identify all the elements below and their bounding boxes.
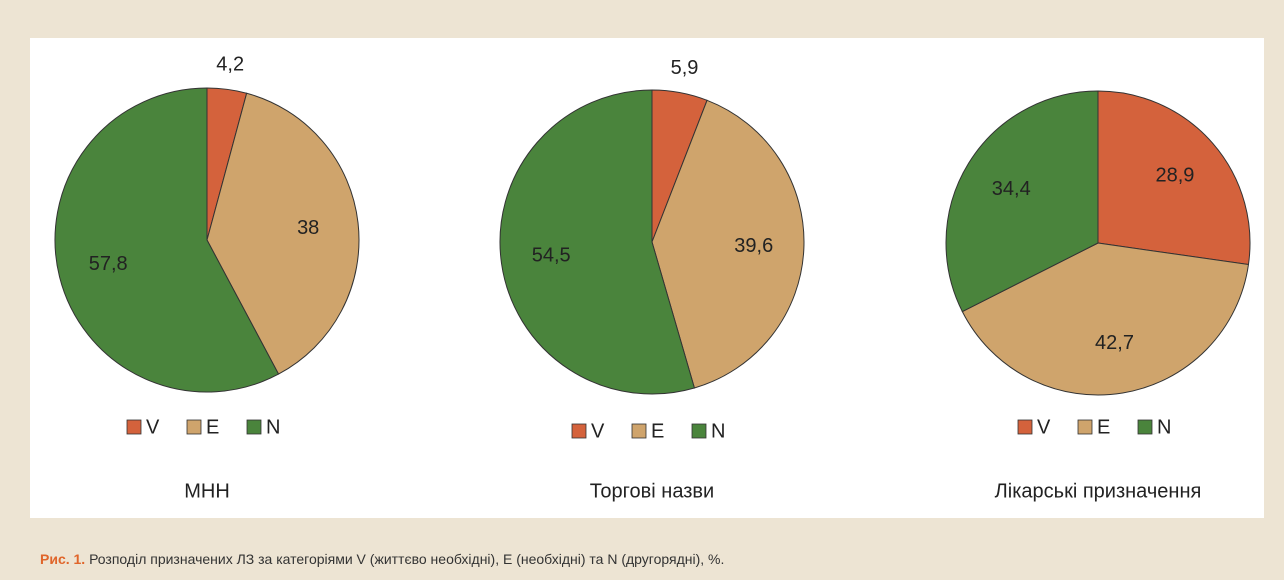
legend-label: N (711, 420, 725, 442)
legend-swatch (1077, 419, 1093, 435)
caption-label: Рис. 1. (40, 551, 86, 567)
pie-title: Торгові назви (590, 480, 714, 502)
data-label: 34,4 (992, 178, 1031, 200)
legend-label: V (146, 416, 160, 438)
pie-slice (651, 99, 805, 389)
legend-swatch (126, 419, 142, 435)
legend-label: N (1157, 416, 1171, 438)
caption: Рис. 1. Розподіл призначених ЛЗ за катег… (40, 551, 724, 567)
legend-label: V (1037, 416, 1051, 438)
pie-slice (206, 92, 360, 375)
data-label: 57,8 (89, 253, 128, 275)
pie-title: МНН (184, 480, 230, 502)
legend-label: E (651, 420, 664, 442)
legend-label: N (266, 416, 280, 438)
legend-swatch (1137, 419, 1153, 435)
legend-label: V (591, 420, 605, 442)
data-label: 39,6 (734, 235, 773, 257)
data-label: 54,5 (532, 245, 571, 267)
legend-swatch (691, 423, 707, 439)
data-label: 42,7 (1095, 332, 1134, 354)
legend-swatch (1017, 419, 1033, 435)
legend-label: E (206, 416, 219, 438)
caption-text: Розподіл призначених ЛЗ за категоріями V… (89, 551, 725, 567)
legend-swatch (246, 419, 262, 435)
data-label: 5,9 (671, 57, 699, 79)
pie-slice (54, 87, 280, 393)
pie-slice (945, 90, 1099, 313)
data-label: 4,2 (216, 53, 244, 75)
legend-swatch (571, 423, 587, 439)
pie-slice (961, 242, 1250, 396)
pie-title: Лікарські призначення (995, 480, 1202, 502)
legend-swatch (631, 423, 647, 439)
legend-swatch (186, 419, 202, 435)
data-label: 38 (297, 217, 319, 239)
data-label: 28,9 (1155, 165, 1194, 187)
pie-slice (1097, 90, 1251, 266)
legend-label: E (1097, 416, 1110, 438)
pie-slice (499, 89, 696, 395)
